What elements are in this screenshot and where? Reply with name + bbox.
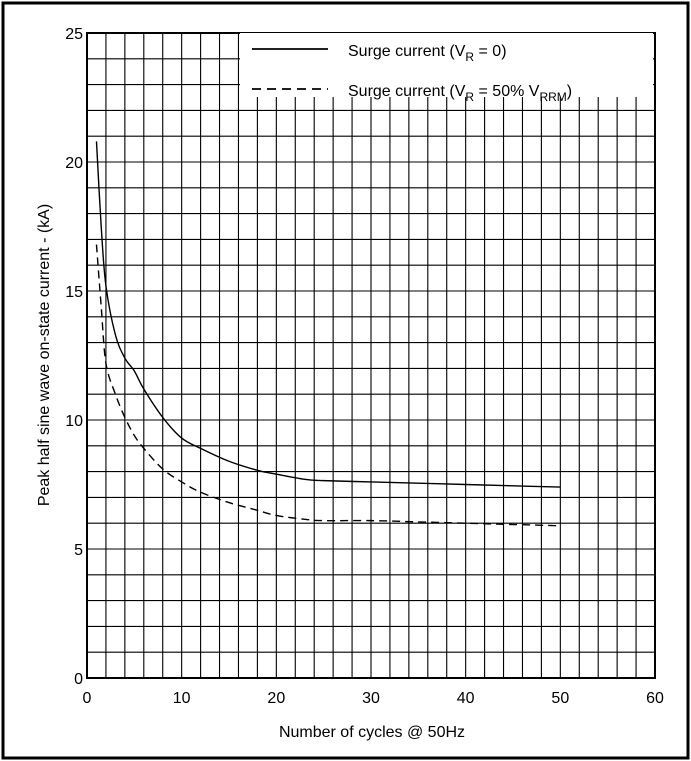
x-tick-label: 30 [362, 690, 380, 707]
legend-background [240, 33, 653, 97]
y-tick-label: 0 [74, 671, 83, 688]
y-axis-label: Peak half sine wave on-state current - (… [36, 204, 53, 506]
y-tick-label: 25 [65, 26, 83, 43]
y-tick-label: 15 [65, 284, 83, 301]
legend-entry-solid: Surge current (VR = 0) [348, 43, 507, 64]
legend-solid-subscript: R [465, 50, 474, 64]
legend-dashed-subscript: R [465, 90, 474, 104]
data-series [95, 141, 561, 527]
y-tick-label: 10 [65, 413, 83, 430]
tick-labels: 0 10 20 30 40 50 60 0 5 10 15 20 25 [65, 26, 664, 707]
legend-solid-suffix: = 0) [474, 43, 506, 60]
x-tick-label: 60 [646, 690, 664, 707]
x-tick-label: 20 [267, 690, 285, 707]
series-line-dashed [95, 244, 561, 527]
x-tick-label: 40 [457, 690, 475, 707]
y-tick-label: 5 [74, 542, 83, 559]
chart-grid [87, 33, 655, 678]
legend-dashed-suffix: ) [567, 83, 572, 100]
x-tick-label: 0 [83, 690, 92, 707]
legend-dashed-mid: = 50% V [474, 83, 540, 100]
legend-entry-dashed: Surge current (VR = 50% VRRM) [348, 83, 572, 104]
legend-dashed-subscript-2: RRM [539, 90, 566, 104]
y-tick-label: 20 [65, 155, 83, 172]
series-line-solid [95, 141, 561, 488]
x-tick-label: 50 [551, 690, 569, 707]
x-tick-label: 10 [173, 690, 191, 707]
legend-dashed-prefix: Surge current (V [348, 83, 466, 100]
legend: Surge current (VR = 0) Surge current (VR… [240, 33, 653, 104]
legend-solid-prefix: Surge current (V [348, 43, 466, 60]
x-axis-label: Number of cycles @ 50Hz [279, 724, 465, 741]
